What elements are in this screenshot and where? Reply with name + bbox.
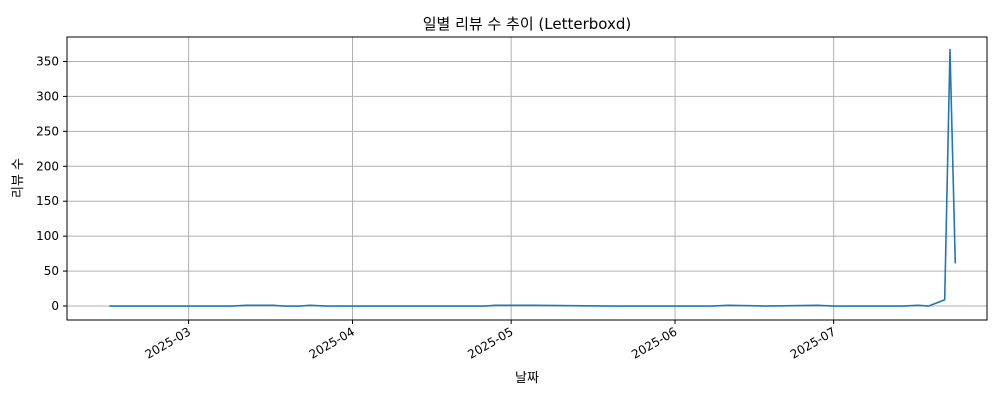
x-axis-label: 날짜 [515, 371, 539, 386]
plot-frame [66, 36, 988, 321]
x-tick-label: 2025-07 [788, 324, 838, 361]
y-tick-label: 100 [36, 229, 59, 243]
x-tick-label: 2025-04 [307, 324, 357, 361]
x-tick-label: 2025-03 [143, 324, 193, 361]
y-tick-label: 200 [36, 159, 59, 173]
y-tick-label: 300 [36, 89, 59, 103]
y-tick-label: 350 [36, 54, 59, 68]
y-tick-label: 50 [44, 264, 59, 278]
y-tick-label: 0 [51, 299, 59, 313]
chart-title: 일별 리뷰 수 추이 (Letterboxd) [423, 15, 632, 33]
grid-layer [67, 37, 987, 320]
x-tick-label: 2025-06 [629, 324, 679, 361]
y-axis-label: 리뷰 수 [11, 158, 26, 198]
y-tick-label: 250 [36, 124, 59, 138]
tick-layer: 0 50 100 150 200 250 300 350 2025-03 2025-04 2025-… [36, 54, 838, 361]
x-tick-label: 2025-05 [465, 324, 515, 361]
y-tick-label: 150 [36, 194, 59, 208]
series-layer [109, 48, 957, 307]
series-line [109, 48, 957, 307]
